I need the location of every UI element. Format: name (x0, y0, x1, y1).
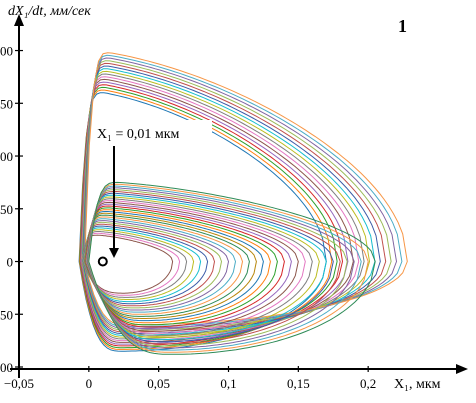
x-axis-arrow (456, 364, 468, 374)
inner-trajectory-line (87, 189, 348, 347)
y-tick-label: 0 (7, 255, 14, 270)
inner-trajectory-line (82, 223, 216, 307)
inner-trajectory-line (82, 227, 202, 303)
outer-trajectory-line (80, 81, 349, 345)
trajectory-curves (78, 52, 408, 355)
inner-trajectory-line (83, 220, 230, 311)
y-ticks: 200 150 100 50 0 −50 −100 (0, 44, 23, 375)
y-axis-label: dX₁/dt, мм/сек (8, 4, 91, 19)
inner-trajectory-line (82, 225, 209, 305)
y-tick-label: 100 (0, 149, 13, 164)
y-axis-arrow (14, 14, 24, 26)
inner-trajectory-line (86, 192, 334, 343)
inner-trajectory-line (85, 201, 299, 332)
axes (10, 14, 468, 378)
inner-trajectory-line (83, 216, 244, 315)
inner-trajectory-line (87, 187, 355, 349)
panel-label: 1 (398, 16, 407, 36)
inner-trajectory-line (84, 209, 271, 324)
y-tick-label: 50 (0, 202, 13, 217)
y-tick-label: −100 (0, 360, 13, 375)
inner-trajectory-line (86, 196, 320, 338)
inner-trajectory-line (83, 221, 223, 309)
inner-trajectory-line (85, 207, 278, 326)
x-axis-label: X₁, мкм (394, 377, 441, 392)
inner-trajectory-line (84, 211, 264, 322)
inner-trajectory-line (88, 181, 376, 355)
inner-trajectory-line (83, 218, 237, 313)
outer-trajectory-line (80, 76, 360, 342)
x-ticks: −0,05 0 0,05 0,1 0,15 0,2 (4, 366, 376, 391)
x-tick-label: −0,05 (4, 376, 34, 391)
x-tick-label: 0,2 (360, 376, 376, 391)
inner-trajectory-line (84, 214, 250, 317)
inner-trajectory-line (85, 200, 306, 334)
inner-trajectory-line (85, 205, 285, 328)
x-tick-label: 0,15 (287, 376, 310, 391)
outer-trajectory-line (81, 70, 371, 338)
inner-trajectory-line (86, 198, 313, 336)
inner-trajectory-line (82, 229, 195, 300)
annotation-point (97, 256, 108, 267)
x-tick-label: 0 (86, 376, 93, 391)
outer-trajectory-line (84, 52, 408, 326)
y-tick-label: 150 (0, 96, 13, 111)
outer-trajectory-line (80, 78, 354, 343)
inner-trajectory-line (81, 234, 174, 294)
inner-trajectory-line (87, 185, 362, 351)
annotation: X₁ = 0,01 мкм (92, 120, 212, 267)
outer-trajectory-line (83, 54, 403, 328)
annotation-box (92, 120, 212, 146)
inner-trajectory-line (81, 231, 188, 298)
y-tick-label: 200 (0, 44, 13, 59)
x-tick-label: 0,05 (147, 376, 170, 391)
inner-trajectory-line (84, 212, 257, 319)
inner-trajectory-line (88, 183, 369, 353)
inner-trajectory-line (86, 194, 327, 341)
y-tick-label: −50 (0, 307, 13, 322)
annotation-arrow-head (109, 248, 119, 258)
outer-trajectory-line (83, 60, 392, 331)
inner-trajectory-line (87, 191, 341, 345)
annotation-text: X₁ = 0,01 мкм (97, 127, 180, 142)
x-tick-label: 0,1 (220, 376, 236, 391)
inner-trajectory-line (85, 203, 292, 330)
